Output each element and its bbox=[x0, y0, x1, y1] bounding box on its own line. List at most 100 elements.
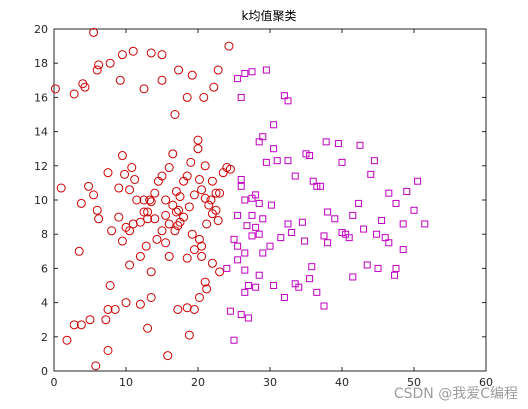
y-tick-label: 8 bbox=[41, 228, 48, 241]
cluster-1-point bbox=[135, 299, 145, 309]
chart-title: k均值聚类 bbox=[242, 8, 297, 23]
cluster-1-point bbox=[125, 185, 135, 195]
cluster-2-point bbox=[259, 215, 267, 223]
cluster-1-point bbox=[224, 41, 234, 51]
x-tick-label: 10 bbox=[119, 376, 133, 389]
cluster-2-point bbox=[280, 92, 288, 100]
cluster-2-point bbox=[230, 235, 238, 243]
cluster-1-point bbox=[114, 212, 124, 222]
cluster-1-point bbox=[206, 195, 216, 205]
cluster-2-point bbox=[255, 199, 263, 207]
y-axis: 0 2 4 6 8 10 12 14 16 18 20 bbox=[34, 23, 486, 378]
cluster-2-point bbox=[392, 199, 400, 207]
cluster-2-point bbox=[266, 242, 274, 250]
cluster-1-point bbox=[157, 226, 167, 236]
cluster-1-point bbox=[174, 205, 184, 215]
cluster-2-point bbox=[349, 211, 357, 219]
cluster-1-point bbox=[127, 163, 137, 173]
cluster-1-point bbox=[125, 260, 135, 270]
y-tick-label: 6 bbox=[41, 262, 48, 275]
cluster-1-point bbox=[197, 241, 207, 251]
cluster-2-point bbox=[255, 230, 263, 238]
cluster-2-point bbox=[313, 182, 321, 190]
cluster-2-point bbox=[374, 264, 382, 272]
cluster-1-point bbox=[85, 315, 95, 325]
cluster-2-point bbox=[252, 283, 260, 291]
cluster-2-point bbox=[244, 314, 252, 322]
cluster-2-point bbox=[399, 246, 407, 254]
x-tick-label: 20 bbox=[191, 376, 205, 389]
x-tick-label: 30 bbox=[263, 376, 277, 389]
cluster-2-point bbox=[267, 201, 275, 209]
cluster-1-point bbox=[105, 281, 115, 290]
cluster-1-point bbox=[170, 110, 180, 119]
cluster-2-point bbox=[302, 150, 310, 158]
cluster-1-point bbox=[117, 151, 127, 161]
cluster-1-point bbox=[94, 60, 104, 70]
y-tick-label: 18 bbox=[34, 57, 48, 70]
cluster-1-point bbox=[150, 188, 160, 198]
cluster-1-point bbox=[92, 205, 102, 215]
cluster-1-point bbox=[56, 183, 66, 193]
cluster-2-point bbox=[243, 222, 251, 230]
y-tick-label: 12 bbox=[34, 160, 48, 173]
cluster-2-point bbox=[226, 307, 234, 315]
cluster-1-point bbox=[89, 190, 99, 200]
cluster-1-point bbox=[194, 174, 204, 184]
cluster-1-point bbox=[139, 195, 149, 205]
x-tick-label: 60 bbox=[479, 376, 493, 389]
cluster-1-point bbox=[164, 163, 174, 173]
cluster-2-point bbox=[288, 228, 296, 236]
cluster-1-point bbox=[152, 234, 162, 244]
y-tick-label: 14 bbox=[34, 126, 48, 139]
cluster-1-point bbox=[194, 292, 204, 302]
cluster-1-point bbox=[145, 195, 155, 205]
cluster-2-point bbox=[338, 158, 346, 166]
cluster-2-point bbox=[241, 69, 249, 77]
cluster-1-point bbox=[194, 234, 204, 244]
cluster-1-point bbox=[213, 65, 223, 75]
cluster-1-point bbox=[182, 303, 192, 313]
cluster-1-point bbox=[193, 135, 203, 145]
cluster-1-point bbox=[135, 251, 145, 261]
cluster-1-point bbox=[193, 144, 203, 154]
cluster-2-point bbox=[252, 191, 260, 199]
cluster-2-point bbox=[308, 263, 316, 271]
cluster-1-point bbox=[157, 75, 167, 85]
cluster-1-point bbox=[130, 174, 140, 184]
watermark: CSDN @我爱C编程 bbox=[393, 386, 518, 402]
cluster-1-point bbox=[94, 214, 104, 224]
cluster-1-point bbox=[189, 245, 199, 255]
cluster-1-point bbox=[200, 277, 210, 287]
cluster-2-point bbox=[370, 157, 378, 165]
cluster-1-point bbox=[182, 92, 192, 102]
cluster-1-point bbox=[161, 210, 171, 220]
cluster-1-point bbox=[184, 330, 194, 340]
cluster-1-point bbox=[76, 320, 86, 330]
cluster-1-point bbox=[211, 188, 221, 198]
cluster-2-point bbox=[255, 138, 263, 146]
cluster-2-point bbox=[234, 211, 242, 219]
cluster-1-point bbox=[89, 27, 99, 37]
cluster-1-point bbox=[110, 304, 120, 314]
cluster-2-point bbox=[298, 218, 306, 226]
cluster-2-point bbox=[331, 215, 339, 223]
cluster-2-point bbox=[403, 187, 411, 195]
cluster-1-point bbox=[189, 304, 199, 314]
cluster-1-point bbox=[146, 267, 156, 277]
cluster-2-point bbox=[280, 293, 288, 301]
cluster-1-point bbox=[128, 46, 138, 56]
cluster-2-point bbox=[309, 177, 317, 185]
cluster-1-point bbox=[157, 50, 167, 60]
cluster-1-point bbox=[76, 198, 86, 208]
cluster-2-point bbox=[237, 182, 245, 190]
cluster-2-point bbox=[320, 232, 328, 240]
cluster-2-point bbox=[270, 121, 278, 129]
cluster-2-point bbox=[334, 140, 342, 148]
cluster-1-point bbox=[105, 58, 115, 68]
cluster-1-point bbox=[117, 236, 127, 246]
cluster-2-point bbox=[322, 138, 330, 146]
cluster-2-point bbox=[241, 249, 249, 257]
cluster-2-point bbox=[291, 172, 299, 180]
